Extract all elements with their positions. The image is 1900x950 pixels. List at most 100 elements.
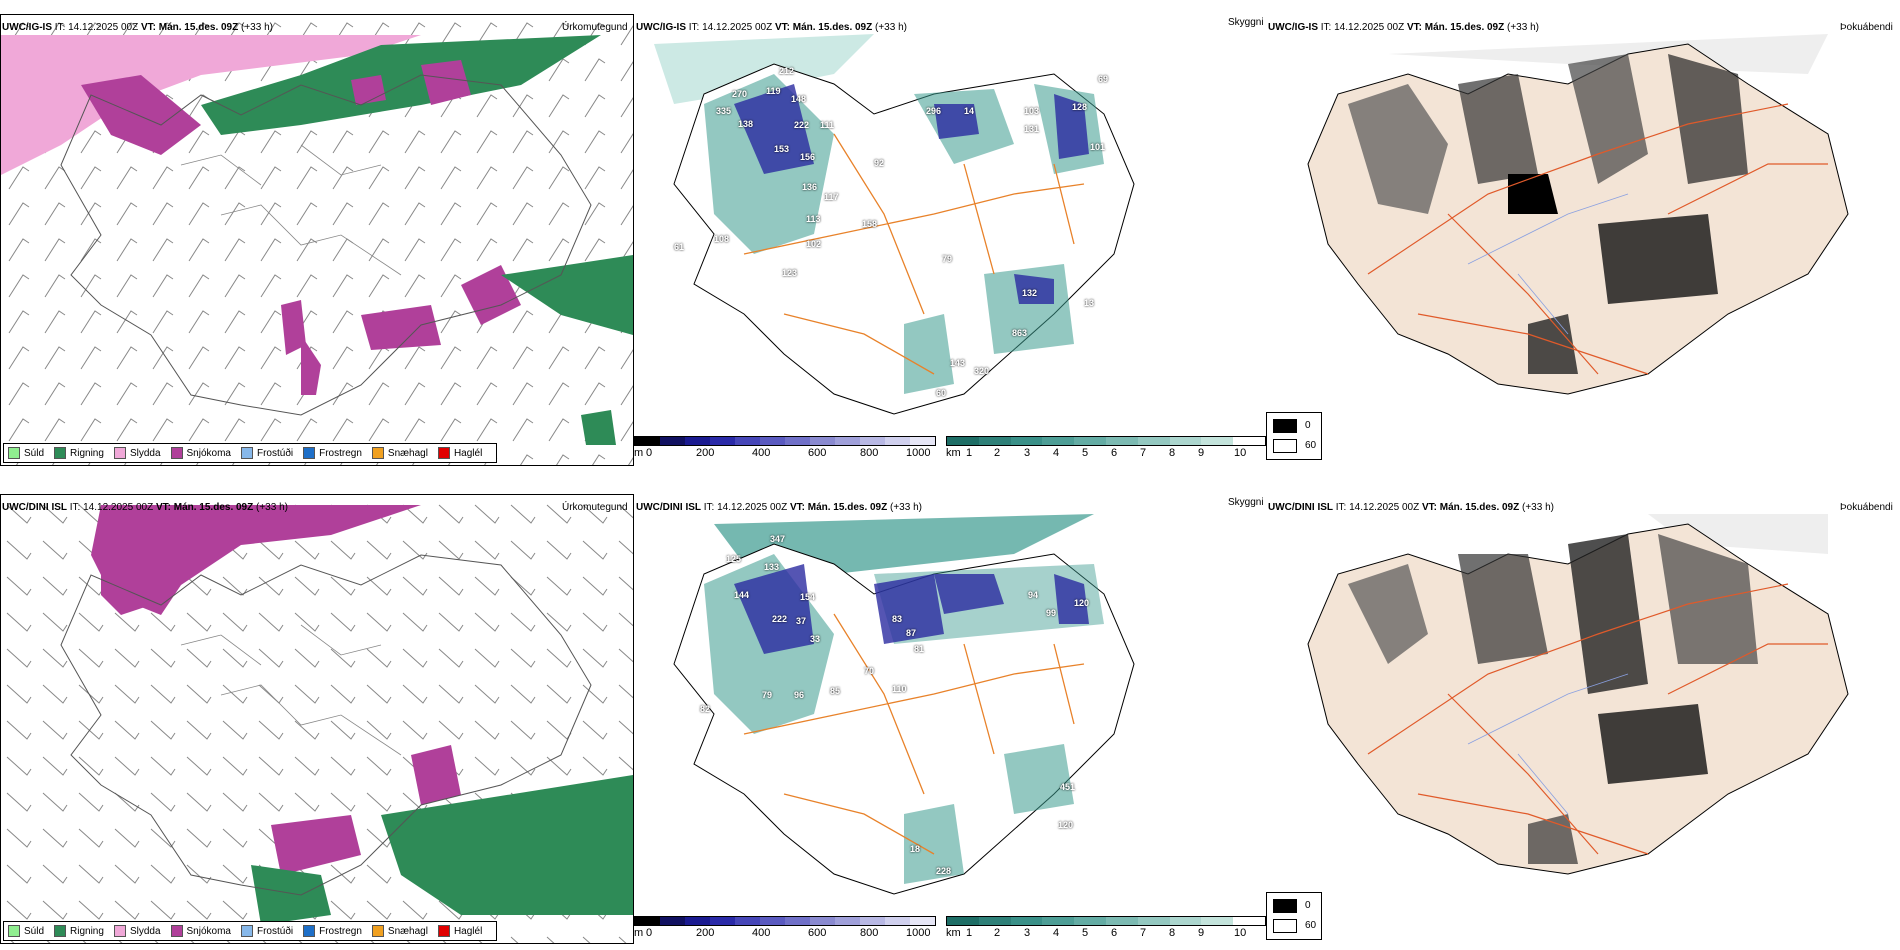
value-label: 154 xyxy=(800,592,816,602)
value-label: 119 xyxy=(766,86,781,96)
tick: 8 xyxy=(1169,447,1176,459)
legend-label: Frostúði xyxy=(256,925,294,937)
tick: 800 xyxy=(860,927,879,939)
legend-item: Snæhagl xyxy=(371,925,428,937)
swatch-sleet xyxy=(113,925,126,937)
value-label: 117 xyxy=(824,192,839,202)
legend-label: Rigning xyxy=(70,447,104,459)
it-label: IT: xyxy=(69,502,81,513)
tick: 3 xyxy=(1024,447,1031,459)
value-label: 99 xyxy=(1046,608,1057,618)
swatch-freezing-rain xyxy=(303,447,316,459)
swatch-snow xyxy=(170,925,183,937)
value-label: 222 xyxy=(772,614,788,624)
value-label: 143 xyxy=(950,358,966,368)
vis-title-1: Skyggni xyxy=(1228,17,1264,28)
value-label: 111 xyxy=(820,120,835,130)
legend-label: Rigning xyxy=(70,925,104,937)
tick: 200 xyxy=(696,447,715,459)
tick: 0 xyxy=(646,927,653,939)
tick: 9 xyxy=(1198,447,1205,459)
header-precip-2: UWC/DINI ISL IT: 14.12.2025 00Z VT: Mán.… xyxy=(2,502,288,513)
legend-item: Frostúði xyxy=(240,447,294,459)
it-label: IT: xyxy=(688,22,700,33)
model-name: UWC/DINI ISL xyxy=(2,502,67,513)
vt-value: Mán. 15.des. 09Z xyxy=(158,22,239,33)
it-value: 14.12.2025 00Z xyxy=(68,22,139,33)
row-1: Súld Rigning Slydda Snjókoma Frostúði Fr… xyxy=(0,14,1893,466)
value-label: 144 xyxy=(734,590,750,600)
vt-value: Mán. 15.des. 09Z xyxy=(1439,502,1520,513)
legend-label: Slydda xyxy=(129,925,161,937)
vt-label: VT: xyxy=(1421,502,1437,513)
tick: 7 xyxy=(1140,927,1147,939)
legend-item: Súld xyxy=(8,447,44,459)
vt-label: VT: xyxy=(140,22,156,33)
value-label: 14 xyxy=(964,106,975,116)
value-label: 158 xyxy=(862,219,878,229)
fog-legend-1: 0 60 xyxy=(1266,412,1322,460)
header-vis-1: UWC/IG-IS IT: 14.12.2025 00Z VT: Mán. 15… xyxy=(636,22,907,33)
swatch-drizzle xyxy=(8,925,20,937)
value-label: 69 xyxy=(1098,74,1109,84)
vt-value: Mán. 15.des. 09Z xyxy=(173,502,254,513)
value-label: 148 xyxy=(791,94,807,104)
model-name: UWC/DINI ISL xyxy=(636,502,701,513)
value-label: 113 xyxy=(806,214,821,224)
value-label: 335 xyxy=(716,106,732,116)
vis-title-2: Skyggni xyxy=(1228,497,1264,508)
legend-item: Rigning xyxy=(54,447,104,459)
value-label: 61 xyxy=(674,242,685,252)
value-label: 136 xyxy=(802,182,818,192)
tick: 9 xyxy=(1198,927,1205,939)
rain-area xyxy=(381,775,633,915)
tick: 400 xyxy=(752,927,771,939)
legend-label: Súld xyxy=(24,447,45,459)
legend-item: Súld xyxy=(8,925,44,937)
value-label: 156 xyxy=(800,152,816,162)
tick: 0 xyxy=(646,447,653,459)
tick: 8 xyxy=(1169,927,1176,939)
vt-label: VT: xyxy=(155,502,171,513)
value-label: 79 xyxy=(762,690,773,700)
model-name: UWC/IG-IS xyxy=(1268,22,1318,33)
value-label: 123 xyxy=(782,268,798,278)
swatch-freezing-drizzle xyxy=(240,925,253,937)
tick: 7 xyxy=(1140,447,1147,459)
vis-map-1 xyxy=(654,34,1135,415)
swatch-dark xyxy=(1273,419,1297,433)
tick: 200 xyxy=(696,927,715,939)
swatch-rain xyxy=(54,447,67,459)
unit-m: m xyxy=(634,927,644,939)
tick: 5 xyxy=(1082,447,1089,459)
legend-label: Frostúði xyxy=(256,447,294,459)
swatch-light xyxy=(1273,919,1297,933)
fog-legend-dark: 0 xyxy=(1305,900,1311,911)
value-label: 92 xyxy=(874,158,885,168)
swatch-snow xyxy=(170,447,183,459)
iceland-outline xyxy=(60,74,592,416)
value-label: 79 xyxy=(942,254,953,264)
value-label: 101 xyxy=(1090,142,1106,152)
lead-time: (+33 h) xyxy=(1507,22,1539,33)
precip-title-2: Úrkomutegund xyxy=(562,502,628,513)
legend-item: Haglél xyxy=(437,925,482,937)
value-label: 131 xyxy=(1024,124,1040,134)
snow-area xyxy=(81,75,201,155)
value-label: 60 xyxy=(936,388,947,398)
tick: 1000 xyxy=(906,927,931,939)
tick: 2 xyxy=(994,447,1001,459)
fog-legend-dark: 0 xyxy=(1305,420,1311,431)
vt-value: Mán. 15.des. 09Z xyxy=(1424,22,1505,33)
lead-time: (+33 h) xyxy=(256,502,288,513)
value-label: 70 xyxy=(864,666,875,676)
fog-legend-2: 0 60 xyxy=(1266,892,1322,940)
sleet-area xyxy=(1,35,421,175)
value-label: 132 xyxy=(1022,288,1038,298)
tick: 4 xyxy=(1053,447,1060,459)
fog-legend-light: 60 xyxy=(1305,920,1317,931)
lead-time: (+33 h) xyxy=(1522,502,1554,513)
vis-colorbar-2: m 0 200 400 600 800 1000 km 1 2 3 4 5 6 … xyxy=(634,916,1266,940)
value-label: 347 xyxy=(770,534,786,544)
lead-time: (+33 h) xyxy=(875,22,907,33)
